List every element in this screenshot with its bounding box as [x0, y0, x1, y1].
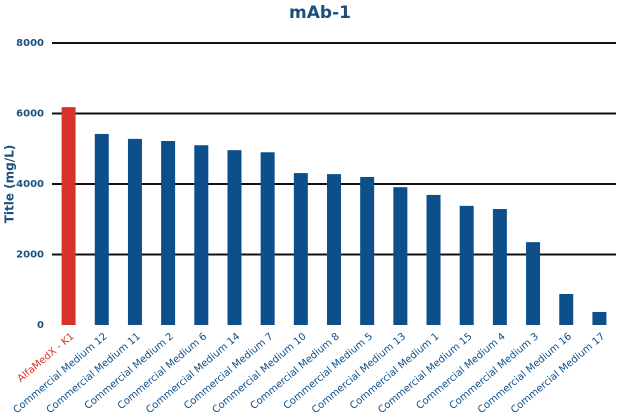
y-tick-label: 6000 [16, 109, 44, 120]
bar [393, 187, 408, 325]
y-tick-label: 2000 [16, 250, 44, 261]
x-tick-label: AlfaMedX - K1 [16, 331, 77, 385]
bar [426, 194, 441, 325]
bar [459, 205, 474, 325]
chart-title: mAb-1 [289, 3, 351, 23]
bar [492, 209, 507, 325]
bar [61, 107, 76, 325]
bar [327, 174, 341, 325]
bar [526, 242, 541, 325]
bar [127, 138, 142, 325]
bar [559, 293, 574, 325]
y-tick-label: 8000 [16, 38, 44, 49]
bar [360, 176, 375, 325]
bar [227, 150, 242, 325]
bar [161, 140, 176, 325]
bar [94, 133, 109, 325]
bar [260, 152, 275, 325]
bar [293, 173, 308, 325]
y-tick-label: 4000 [16, 179, 44, 190]
y-tick-label: 0 [37, 320, 44, 331]
y-axis-label: Title (mg/L) [3, 145, 17, 224]
bar [592, 311, 607, 325]
bar [194, 145, 209, 325]
